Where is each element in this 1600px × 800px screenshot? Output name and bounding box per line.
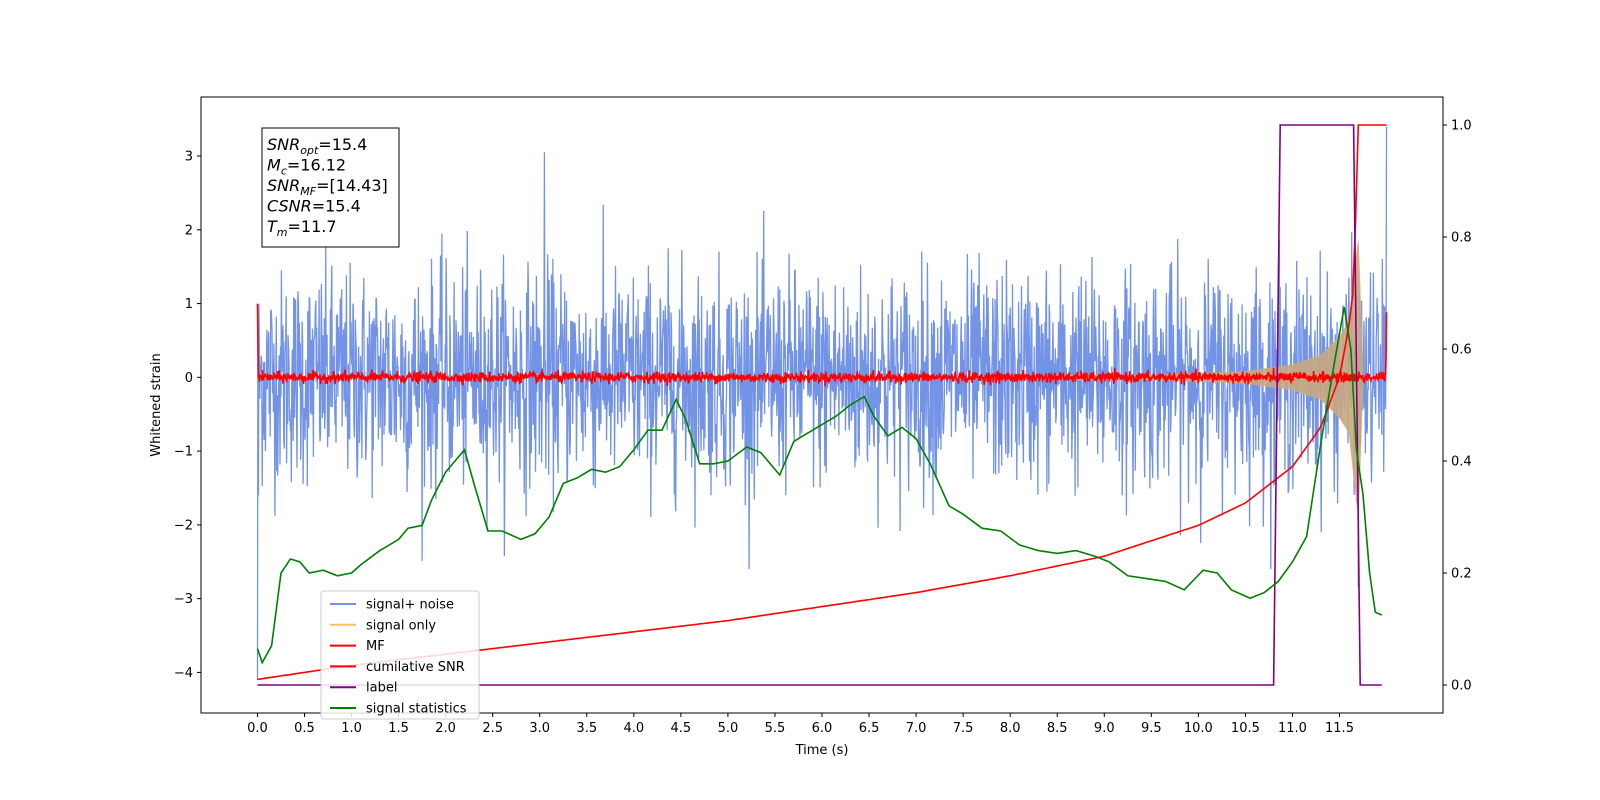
x-tick-label: 3.0 — [529, 721, 550, 736]
x-tick-label: 7.5 — [953, 721, 974, 736]
x-tick-label: 10.5 — [1231, 721, 1260, 736]
series-label — [257, 124, 1382, 686]
x-tick-label: 11.0 — [1278, 721, 1307, 736]
x-tick-label: 6.0 — [812, 721, 833, 736]
x-tick-label: 9.5 — [1141, 721, 1162, 736]
x-tick-label: 10.0 — [1184, 721, 1213, 736]
legend-label: signal statistics — [366, 702, 467, 717]
stats-box-frame — [261, 127, 400, 248]
y-right-tick-label: 0.2 — [1451, 567, 1472, 582]
x-tick-label: 8.5 — [1047, 721, 1068, 736]
y-left-tick-label: −4 — [174, 666, 193, 681]
stats-annotation-box: SNRopt=15.4Mc=16.12SNRMF=[14.43]CSNR=15.… — [261, 127, 400, 248]
stats-entry: Tm=11.7 — [267, 217, 337, 239]
legend-label: signal+ noise — [366, 598, 454, 613]
left-axis-series-layer — [256, 126, 1388, 680]
stats-entry: Mc=16.12 — [267, 156, 346, 178]
x-tick-label: 3.5 — [576, 721, 597, 736]
y-left-tick-label: −2 — [174, 518, 193, 533]
series-signal-plus-noise — [256, 126, 1388, 680]
x-tick-label: 9.0 — [1094, 721, 1115, 736]
legend: signal+ noise signal only MF cumilative SNR… — [320, 590, 480, 720]
y-left-tick-label: 3 — [185, 150, 193, 165]
stats-entry: SNRopt=15.4 — [267, 135, 367, 157]
y-right-tick-label: 1.0 — [1451, 119, 1472, 134]
x-tick-label: 7.0 — [906, 721, 927, 736]
y-axis-right: 0.0 0.2 0.4 0.6 0.8 1.0 — [1443, 119, 1472, 694]
x-tick-label: 2.0 — [435, 721, 456, 736]
x-tick-label: 1.0 — [341, 721, 362, 736]
y-left-tick-label: 2 — [185, 223, 193, 238]
x-tick-label: 11.5 — [1325, 721, 1354, 736]
x-tick-label: 1.5 — [388, 721, 409, 736]
y-left-tick-label: −1 — [174, 445, 193, 460]
stats-entry: CSNR=15.4 — [267, 197, 361, 216]
y-right-tick-label: 0.6 — [1451, 343, 1472, 358]
y-right-tick-label: 0.0 — [1451, 679, 1472, 694]
x-tick-label: 0.5 — [294, 721, 315, 736]
x-tick-label: 5.0 — [718, 721, 739, 736]
x-tick-label: 0.0 — [247, 721, 268, 736]
legend-label: signal only — [366, 618, 436, 633]
series-signal-statistics — [256, 306, 1383, 665]
x-tick-label: 8.0 — [1000, 721, 1021, 736]
x-tick-label: 6.5 — [859, 721, 880, 736]
y-right-tick-label: 0.8 — [1451, 231, 1472, 246]
series-mf — [256, 303, 1388, 387]
x-axis-label: Time (s) — [795, 743, 849, 758]
legend-frame — [320, 590, 480, 720]
legend-label: cumilative SNR — [366, 660, 465, 675]
y-right-tick-label: 0.4 — [1451, 455, 1472, 470]
y-axis-left: 3 2 1 0 −1 −2 −3 −4 — [174, 150, 201, 681]
x-tick-label: 2.5 — [482, 721, 503, 736]
x-tick-label: 5.5 — [765, 721, 786, 736]
stats-entry: SNRMF=[14.43] — [267, 176, 388, 198]
legend-label: MF — [366, 639, 385, 654]
y-left-tick-label: −3 — [174, 592, 193, 607]
y-axis-label: Whitened strain — [149, 353, 164, 456]
y-left-tick-label: 1 — [185, 297, 193, 312]
x-axis: 0.0 0.5 1.0 1.5 2.0 2.5 3.0 3.5 4.0 4.5 5.0 5.5 6.0 6… — [247, 713, 1354, 736]
legend-label: label — [366, 681, 397, 696]
x-tick-label: 4.0 — [623, 721, 644, 736]
x-tick-label: 4.5 — [671, 721, 692, 736]
y-left-tick-label: 0 — [185, 371, 193, 386]
